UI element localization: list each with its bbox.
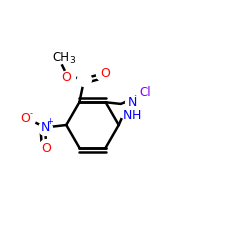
Text: N: N — [123, 108, 132, 122]
Text: H: H — [132, 108, 141, 122]
Text: N: N — [128, 96, 137, 108]
Text: +: + — [46, 118, 53, 126]
Text: CH: CH — [52, 51, 69, 64]
Text: O: O — [62, 71, 72, 84]
Text: O: O — [100, 67, 110, 80]
Text: Cl: Cl — [140, 86, 151, 99]
Text: O: O — [41, 142, 51, 154]
Text: 3: 3 — [69, 56, 75, 65]
Text: -: - — [30, 109, 32, 118]
Text: O: O — [20, 112, 30, 125]
Text: N: N — [40, 121, 50, 134]
